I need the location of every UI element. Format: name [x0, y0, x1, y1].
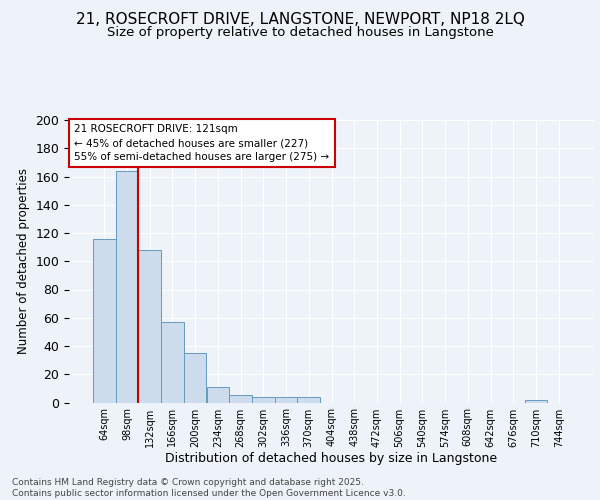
Bar [161, 322, 184, 402]
Y-axis label: Number of detached properties: Number of detached properties [17, 168, 30, 354]
Text: 21, ROSECROFT DRIVE, LANGSTONE, NEWPORT, NP18 2LQ: 21, ROSECROFT DRIVE, LANGSTONE, NEWPORT,… [76, 12, 524, 28]
Bar [206, 387, 229, 402]
Bar [275, 397, 298, 402]
X-axis label: Distribution of detached houses by size in Langstone: Distribution of detached houses by size … [166, 452, 497, 466]
Bar [93, 238, 116, 402]
Bar [298, 397, 320, 402]
Bar [229, 396, 252, 402]
Bar [139, 250, 161, 402]
Bar [252, 397, 275, 402]
Bar [116, 171, 139, 402]
Text: Contains HM Land Registry data © Crown copyright and database right 2025.
Contai: Contains HM Land Registry data © Crown c… [12, 478, 406, 498]
Bar [524, 400, 547, 402]
Text: Size of property relative to detached houses in Langstone: Size of property relative to detached ho… [107, 26, 493, 39]
Text: 21 ROSECROFT DRIVE: 121sqm
← 45% of detached houses are smaller (227)
55% of sem: 21 ROSECROFT DRIVE: 121sqm ← 45% of deta… [74, 124, 329, 162]
Bar [184, 353, 206, 403]
